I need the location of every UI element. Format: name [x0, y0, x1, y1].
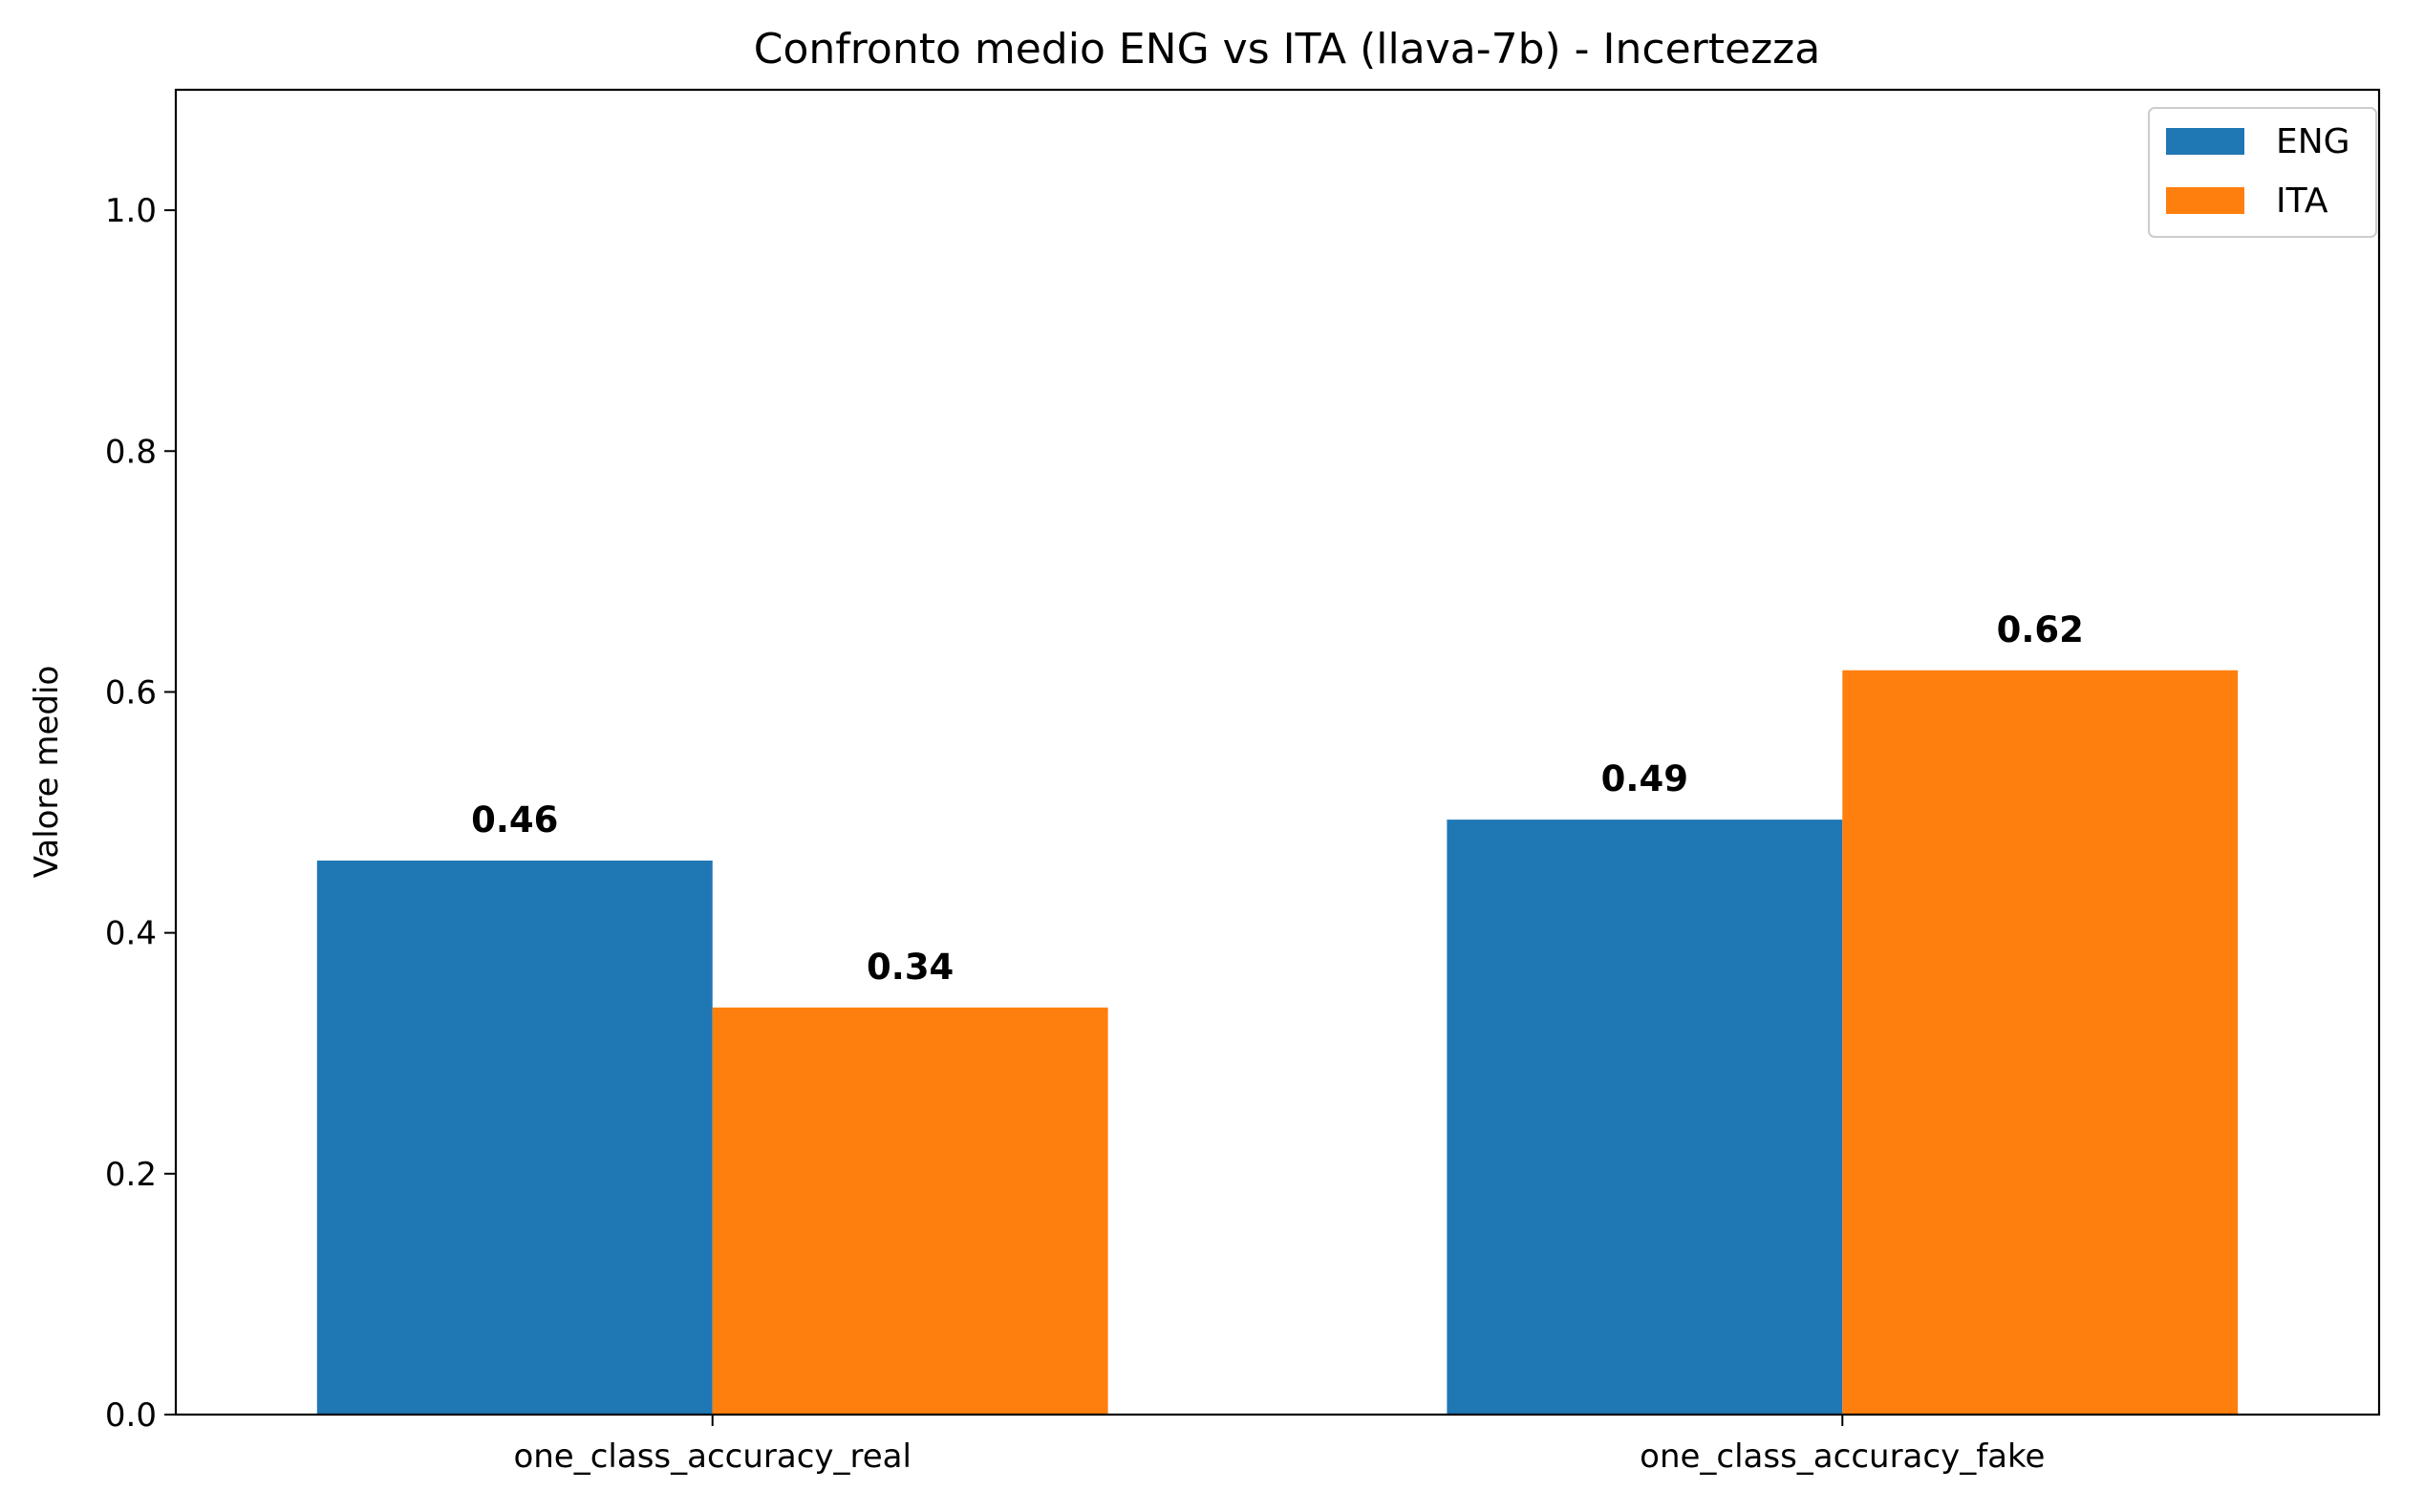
y-axis-ticks: 0.0 0.2 0.4 0.6 0.8 1.0 [105, 192, 176, 1435]
y-axis-label: Valore medio [28, 666, 66, 879]
legend-label-eng: ENG [2276, 122, 2350, 161]
data-label-ita-0: 0.34 [867, 947, 954, 988]
legend: ENG ITA [2148, 107, 2377, 238]
bar-ita-1 [1842, 670, 2239, 1415]
bar-eng-1 [1447, 820, 1843, 1415]
data-label-eng-0: 0.46 [471, 799, 558, 841]
x-tick-label: one_class_accuracy_fake [1640, 1437, 2045, 1476]
y-tick-label: 0.6 [105, 673, 157, 712]
data-labels: 0.46 0.49 0.34 0.62 [471, 609, 2084, 988]
legend-swatch-eng [2166, 128, 2244, 155]
bar-eng-0 [316, 860, 713, 1415]
data-label-eng-1: 0.49 [1601, 758, 1688, 799]
legend-label-ita: ITA [2276, 181, 2328, 221]
x-tick-label: one_class_accuracy_real [513, 1437, 912, 1476]
y-tick-label: 1.0 [105, 192, 157, 230]
x-axis-ticks: one_class_accuracy_real one_class_accurac… [513, 1415, 2045, 1476]
y-tick-label: 0.8 [105, 433, 157, 471]
plot-area-frame [174, 88, 2381, 1416]
chart-title: Confronto medio ENG vs ITA (llava-7b) - … [754, 25, 1820, 74]
legend-swatch-ita [2166, 187, 2244, 214]
y-tick-label: 0.4 [105, 915, 157, 953]
y-tick-label: 0.2 [105, 1156, 157, 1194]
y-tick-label: 0.0 [105, 1396, 157, 1435]
data-label-ita-1: 0.62 [1997, 609, 2084, 650]
bar-ita-0 [712, 1007, 1108, 1415]
bar-series [316, 670, 2239, 1415]
